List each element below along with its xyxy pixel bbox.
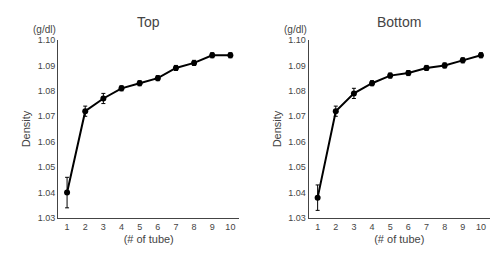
svg-text:1.08: 1.08 <box>288 86 306 96</box>
svg-text:8: 8 <box>192 222 197 232</box>
svg-text:6: 6 <box>406 222 411 232</box>
svg-text:(g/dl): (g/dl) <box>284 24 307 35</box>
svg-text:(# of tube): (# of tube) <box>124 233 174 245</box>
svg-text:5: 5 <box>388 222 393 232</box>
svg-text:1: 1 <box>315 222 320 232</box>
svg-text:10: 10 <box>476 222 486 232</box>
svg-text:1.07: 1.07 <box>38 111 56 121</box>
svg-text:1.03: 1.03 <box>38 213 56 223</box>
svg-text:2: 2 <box>333 222 338 232</box>
svg-text:1.09: 1.09 <box>288 61 306 71</box>
svg-text:(# of tube): (# of tube) <box>374 233 424 245</box>
svg-text:9: 9 <box>460 222 465 232</box>
svg-text:6: 6 <box>155 222 160 232</box>
svg-text:1.06: 1.06 <box>38 137 56 147</box>
svg-text:1: 1 <box>65 222 70 232</box>
svg-text:2: 2 <box>83 222 88 232</box>
svg-text:1.04: 1.04 <box>288 188 306 198</box>
svg-text:1.04: 1.04 <box>38 188 56 198</box>
svg-text:8: 8 <box>442 222 447 232</box>
svg-text:7: 7 <box>173 222 178 232</box>
svg-text:1.08: 1.08 <box>38 86 56 96</box>
svg-text:4: 4 <box>370 222 375 232</box>
svg-text:3: 3 <box>101 222 106 232</box>
svg-text:Top: Top <box>137 14 160 30</box>
svg-text:Density: Density <box>271 110 283 147</box>
svg-text:Density: Density <box>20 110 32 147</box>
svg-text:1.10: 1.10 <box>38 35 56 45</box>
svg-text:3: 3 <box>351 222 356 232</box>
svg-text:1.05: 1.05 <box>288 162 306 172</box>
svg-text:(g/dl): (g/dl) <box>33 24 56 35</box>
svg-text:5: 5 <box>137 222 142 232</box>
svg-text:1.03: 1.03 <box>288 213 306 223</box>
svg-text:1.07: 1.07 <box>288 111 306 121</box>
svg-text:1.10: 1.10 <box>288 35 306 45</box>
svg-text:1.09: 1.09 <box>38 61 56 71</box>
svg-text:Bottom: Bottom <box>377 14 421 30</box>
svg-text:1.05: 1.05 <box>38 162 56 172</box>
svg-text:4: 4 <box>119 222 124 232</box>
svg-text:9: 9 <box>210 222 215 232</box>
svg-text:10: 10 <box>225 222 235 232</box>
svg-text:7: 7 <box>424 222 429 232</box>
svg-text:1.06: 1.06 <box>288 137 306 147</box>
